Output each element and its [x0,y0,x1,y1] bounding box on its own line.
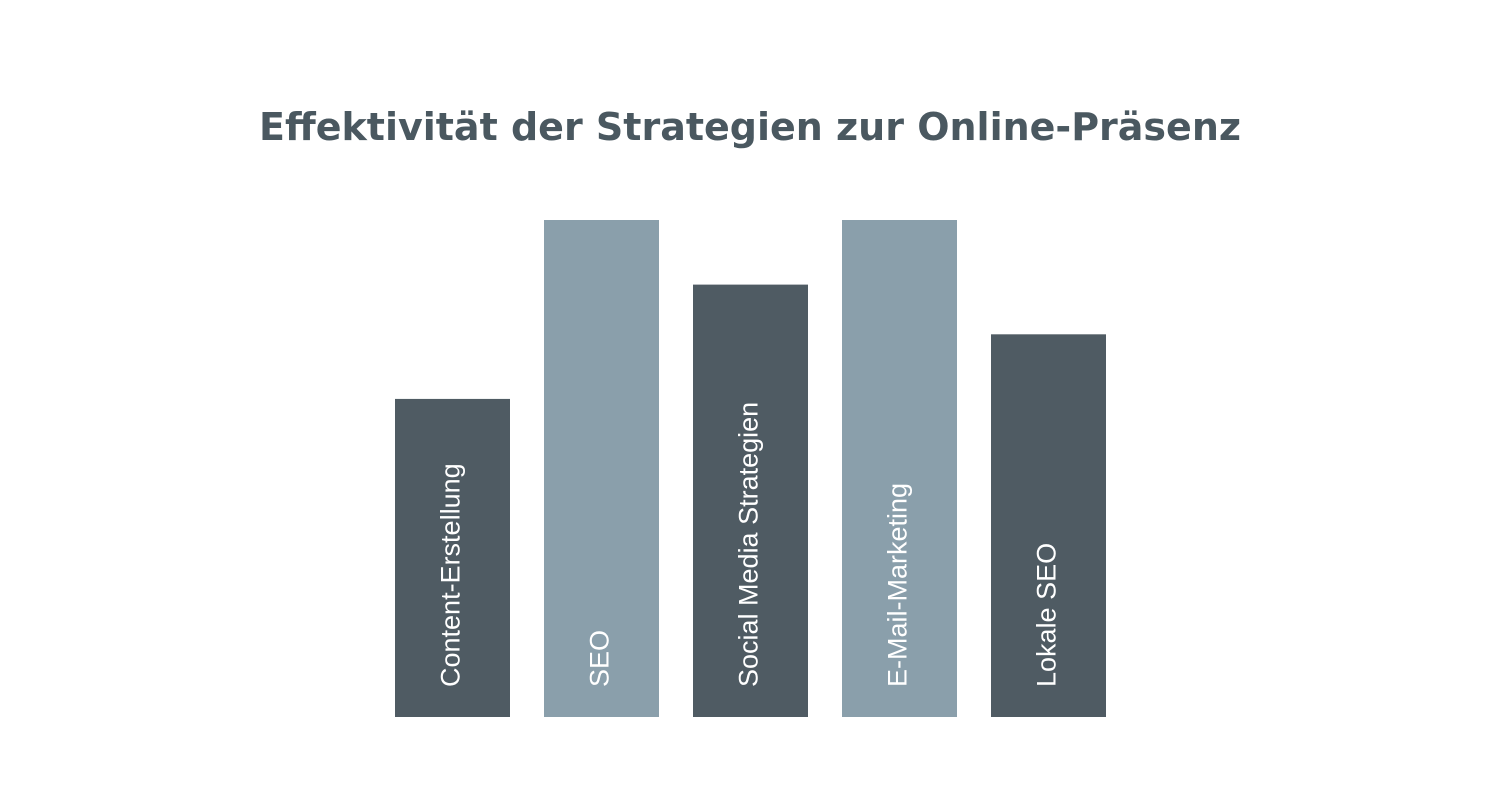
category-label: Lokale SEO [1032,543,1062,687]
category-label: SEO [585,630,615,687]
bar [991,334,1106,717]
category-label: E-Mail-Marketing [883,483,913,687]
category-label: Content-Erstellung [436,463,466,687]
category-label: Social Media Strategien [734,402,764,687]
bar [693,284,808,717]
bar [842,220,957,717]
bar [544,220,659,717]
chart-title: Effektivität der Strategien zur Online-P… [259,105,1241,149]
bar [395,398,510,717]
